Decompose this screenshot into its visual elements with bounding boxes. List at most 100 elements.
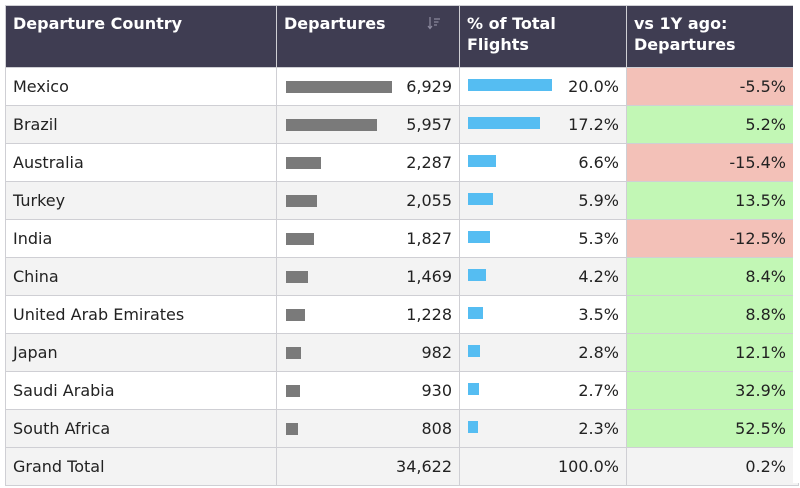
grand-total-vs: 0.2%	[626, 447, 799, 486]
departures-value: 930	[421, 381, 452, 400]
cell-departures: 930	[276, 371, 460, 410]
cell-departures: 1,228	[276, 295, 460, 334]
cell-departures: 6,929	[276, 67, 460, 106]
header-departure-country[interactable]: Departure Country	[5, 5, 277, 68]
header-vs-1y-ago[interactable]: vs 1Y ago: Departures	[626, 5, 799, 68]
pct-bar	[468, 117, 540, 129]
pct-value: 2.3%	[578, 419, 619, 438]
sort-descending-icon[interactable]	[427, 16, 441, 30]
cell-departures: 982	[276, 333, 460, 372]
pct-value: 3.5%	[578, 305, 619, 324]
cell-departures: 1,827	[276, 219, 460, 258]
cell-pct-total: 5.3%	[459, 219, 627, 258]
pct-value: 6.6%	[578, 153, 619, 172]
pct-value: 2.8%	[578, 343, 619, 362]
cell-pct-total: 2.7%	[459, 371, 627, 410]
cell-vs-1y-ago: 32.9%	[626, 371, 799, 410]
pct-bar	[468, 269, 486, 281]
departures-value: 1,827	[406, 229, 452, 248]
pct-bar	[468, 383, 479, 395]
pct-value: 5.3%	[578, 229, 619, 248]
departures-bar	[286, 309, 305, 321]
departures-bar	[286, 157, 321, 169]
header-pct-total-flights[interactable]: % of Total Flights	[459, 5, 627, 68]
header-departures[interactable]: Departures	[276, 5, 460, 68]
departures-bar	[286, 347, 301, 359]
cell-departures: 1,469	[276, 257, 460, 296]
cell-country: United Arab Emirates	[5, 295, 277, 334]
table-body: Mexico 6,929 20.0% -5.5% Brazil 5,957 17.2% 5.2…	[5, 67, 799, 448]
cell-vs-1y-ago: 8.8%	[626, 295, 799, 334]
header-departure-country-label: Departure Country	[13, 14, 183, 33]
departures-bar	[286, 119, 377, 131]
cell-departures: 808	[276, 409, 460, 448]
departures-bar	[286, 81, 392, 93]
pct-bar	[468, 307, 483, 319]
table-row[interactable]: India 1,827 5.3% -12.5%	[5, 219, 799, 258]
cell-vs-1y-ago: -12.5%	[626, 219, 799, 258]
header-pct-line2: Flights	[467, 35, 529, 54]
departures-value: 1,469	[406, 267, 452, 286]
pct-value: 5.9%	[578, 191, 619, 210]
cell-vs-1y-ago: 52.5%	[626, 409, 799, 448]
departures-value: 2,287	[406, 153, 452, 172]
cell-pct-total: 2.8%	[459, 333, 627, 372]
departures-value: 6,929	[406, 77, 452, 96]
scroll-edge	[793, 5, 800, 483]
cell-pct-total: 5.9%	[459, 181, 627, 220]
header-departures-label: Departures	[284, 14, 386, 33]
cell-pct-total: 17.2%	[459, 105, 627, 144]
departures-value: 808	[421, 419, 452, 438]
cell-country: Brazil	[5, 105, 277, 144]
cell-vs-1y-ago: 8.4%	[626, 257, 799, 296]
pct-bar	[468, 345, 480, 357]
cell-departures: 2,287	[276, 143, 460, 182]
header-pct-line1: % of Total	[467, 14, 556, 33]
departures-value: 1,228	[406, 305, 452, 324]
table-row[interactable]: Mexico 6,929 20.0% -5.5%	[5, 67, 799, 106]
cell-pct-total: 20.0%	[459, 67, 627, 106]
header-vs-line1: vs 1Y ago:	[634, 14, 728, 33]
cell-country: Japan	[5, 333, 277, 372]
cell-pct-total: 6.6%	[459, 143, 627, 182]
table-row[interactable]: South Africa 808 2.3% 52.5%	[5, 409, 799, 448]
departures-table: Departure Country Departures % of Total …	[5, 5, 799, 486]
table-row[interactable]: Australia 2,287 6.6% -15.4%	[5, 143, 799, 182]
cell-country: Mexico	[5, 67, 277, 106]
pct-bar	[468, 421, 478, 433]
pct-value: 4.2%	[578, 267, 619, 286]
cell-country: India	[5, 219, 277, 258]
departures-bar	[286, 385, 300, 397]
cell-country: Australia	[5, 143, 277, 182]
pct-value: 17.2%	[568, 115, 619, 134]
cell-country: South Africa	[5, 409, 277, 448]
departures-value: 2,055	[406, 191, 452, 210]
cell-vs-1y-ago: -5.5%	[626, 67, 799, 106]
table-row[interactable]: China 1,469 4.2% 8.4%	[5, 257, 799, 296]
grand-total-row: Grand Total 34,622 100.0% 0.2%	[5, 447, 799, 486]
cell-pct-total: 3.5%	[459, 295, 627, 334]
table-row[interactable]: Japan 982 2.8% 12.1%	[5, 333, 799, 372]
pct-bar	[468, 155, 496, 167]
header-row: Departure Country Departures % of Total …	[5, 5, 799, 68]
table-row[interactable]: Brazil 5,957 17.2% 5.2%	[5, 105, 799, 144]
pct-bar	[468, 231, 490, 243]
cell-country: Saudi Arabia	[5, 371, 277, 410]
cell-departures: 5,957	[276, 105, 460, 144]
pct-value: 20.0%	[568, 77, 619, 96]
departures-value: 5,957	[406, 115, 452, 134]
departures-bar	[286, 271, 308, 283]
grand-total-departures: 34,622	[276, 447, 460, 486]
table-row[interactable]: United Arab Emirates 1,228 3.5% 8.8%	[5, 295, 799, 334]
table-row[interactable]: Saudi Arabia 930 2.7% 32.9%	[5, 371, 799, 410]
pct-value: 2.7%	[578, 381, 619, 400]
grand-total-pct: 100.0%	[459, 447, 627, 486]
cell-pct-total: 4.2%	[459, 257, 627, 296]
cell-departures: 2,055	[276, 181, 460, 220]
cell-vs-1y-ago: 13.5%	[626, 181, 799, 220]
header-vs-line2: Departures	[634, 35, 736, 54]
cell-country: Turkey	[5, 181, 277, 220]
cell-vs-1y-ago: 5.2%	[626, 105, 799, 144]
table-row[interactable]: Turkey 2,055 5.9% 13.5%	[5, 181, 799, 220]
cell-pct-total: 2.3%	[459, 409, 627, 448]
